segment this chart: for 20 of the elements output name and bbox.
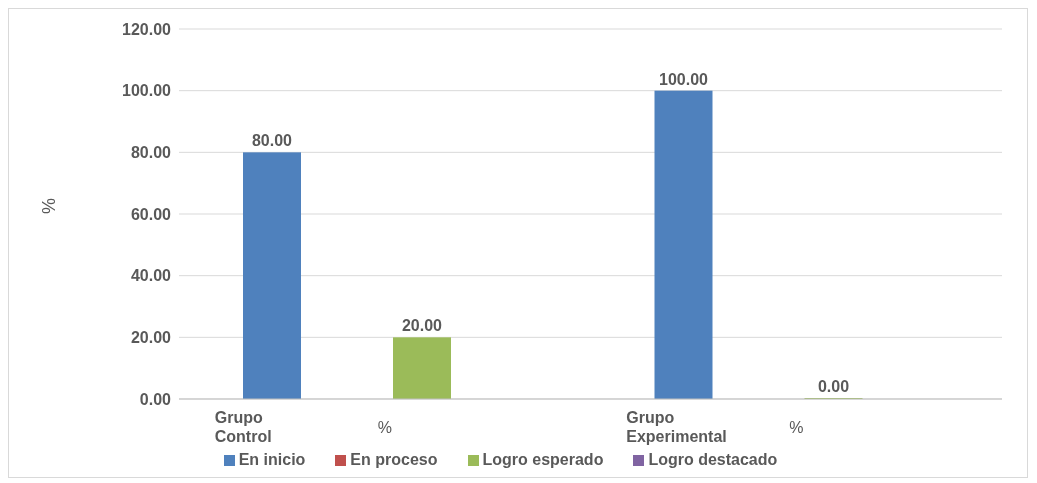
y-tick-label: 80.00 [130,144,172,162]
y-tick-label: 20.00 [130,329,172,347]
data-label: 80.00 [251,132,293,150]
y-tick-label: 0.00 [139,390,172,408]
data-label: 0.00 [817,378,850,395]
y-tick-label: 120.00 [122,20,172,38]
text: % [377,419,392,436]
data-label: 100.00 [659,70,709,88]
data-label: 20.00 [401,317,443,335]
legend-label: Logro destacado [648,451,778,468]
y-tick-label: 60.00 [130,205,172,223]
y-axis-title: % [39,197,60,214]
legend-label: En inicio [238,451,306,468]
y-tick-label: 40.00 [130,267,172,285]
text: % [789,419,804,436]
legend-label: En proceso [350,451,438,468]
y-tick-label: 100.00 [122,82,172,100]
x-tick-label: Grupo Control [214,409,272,445]
x-tick-label: Grupo Experimental [626,409,727,445]
legend-label: Logro esperado [482,451,604,468]
